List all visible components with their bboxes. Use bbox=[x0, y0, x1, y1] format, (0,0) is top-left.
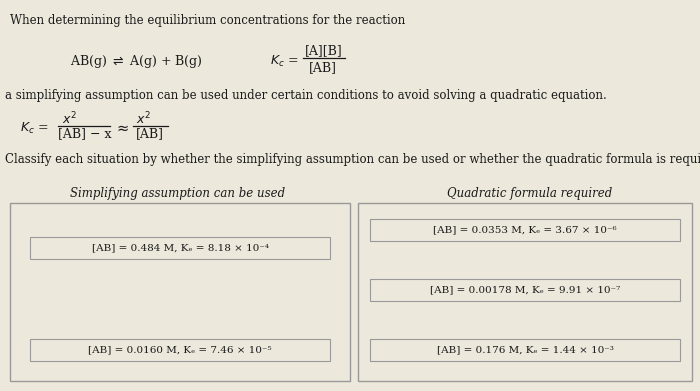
Bar bbox=[10, 203, 350, 381]
Text: [AB] = 0.484 M, Kₑ = 8.18 × 10⁻⁴: [AB] = 0.484 M, Kₑ = 8.18 × 10⁻⁴ bbox=[92, 244, 269, 253]
Text: [AB]: [AB] bbox=[136, 127, 164, 140]
Text: AB(g) $\rightleftharpoons$ A(g) + B(g): AB(g) $\rightleftharpoons$ A(g) + B(g) bbox=[70, 52, 202, 70]
Text: [AB] = 0.0353 M, Kₑ = 3.67 × 10⁻⁶: [AB] = 0.0353 M, Kₑ = 3.67 × 10⁻⁶ bbox=[433, 226, 617, 235]
Text: Quadratic formula required: Quadratic formula required bbox=[447, 187, 612, 199]
Text: $x^2$: $x^2$ bbox=[62, 111, 77, 127]
Bar bbox=[358, 203, 692, 381]
Text: When determining the equilibrium concentrations for the reaction: When determining the equilibrium concent… bbox=[10, 14, 405, 27]
Text: Classify each situation by whether the simplifying assumption can be used or whe: Classify each situation by whether the s… bbox=[5, 152, 700, 165]
Text: $x^2$: $x^2$ bbox=[136, 111, 151, 127]
Text: $\approx$: $\approx$ bbox=[114, 121, 130, 135]
Text: [AB] − x: [AB] − x bbox=[58, 127, 111, 140]
Bar bbox=[30, 237, 330, 259]
Text: [AB] = 0.176 M, Kₑ = 1.44 × 10⁻³: [AB] = 0.176 M, Kₑ = 1.44 × 10⁻³ bbox=[437, 346, 613, 355]
Bar bbox=[370, 339, 680, 361]
Text: [A][B]: [A][B] bbox=[305, 45, 343, 57]
Text: a simplifying assumption can be used under certain conditions to avoid solving a: a simplifying assumption can be used und… bbox=[5, 88, 607, 102]
Text: [AB] = 0.0160 M, Kₑ = 7.46 × 10⁻⁵: [AB] = 0.0160 M, Kₑ = 7.46 × 10⁻⁵ bbox=[88, 346, 272, 355]
Text: [AB] = 0.00178 M, Kₑ = 9.91 × 10⁻⁷: [AB] = 0.00178 M, Kₑ = 9.91 × 10⁻⁷ bbox=[430, 285, 620, 294]
Bar bbox=[30, 339, 330, 361]
Bar bbox=[370, 279, 680, 301]
Text: [AB]: [AB] bbox=[309, 61, 337, 75]
Text: $K_c$ =: $K_c$ = bbox=[20, 120, 48, 136]
Text: Simplifying assumption can be used: Simplifying assumption can be used bbox=[71, 187, 286, 199]
Text: $K_c$ =: $K_c$ = bbox=[270, 54, 299, 68]
Bar bbox=[370, 219, 680, 241]
